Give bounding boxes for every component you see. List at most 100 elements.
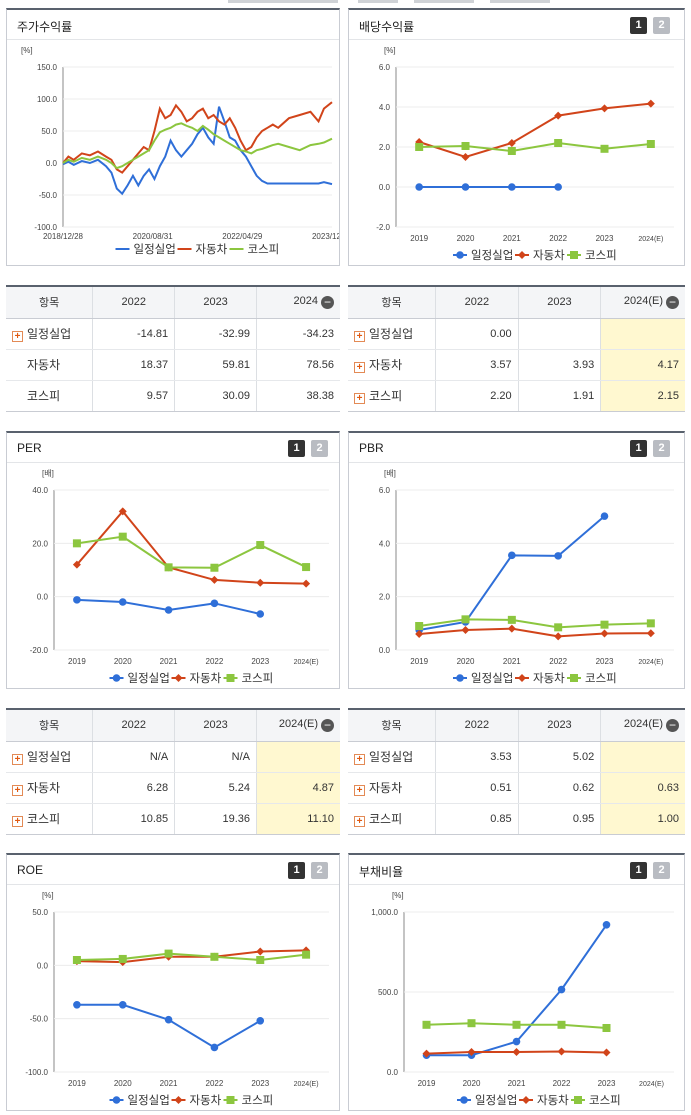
page-2-button[interactable]: 2 xyxy=(653,440,670,457)
column-header: 항목 xyxy=(6,287,93,319)
data-point xyxy=(507,624,516,633)
panel-header: 부채비율 1 2 xyxy=(349,855,684,885)
table-row: 코스피 9.57 30.09 38.38 xyxy=(6,380,340,411)
column-header-label: 2022 xyxy=(464,719,490,732)
x-tick-label: 2021 xyxy=(160,657,178,666)
panel-header: 배당수익률 1 2 xyxy=(349,10,684,40)
expand-plus-icon[interactable]: + xyxy=(12,754,23,765)
panel-header: PER 1 2 xyxy=(7,433,339,463)
legend-item: 일정실업 xyxy=(453,671,513,685)
collapse-icon[interactable]: − xyxy=(321,296,334,310)
column-header: 2024− xyxy=(255,287,340,319)
x-tick-label: 2019 xyxy=(68,657,86,666)
value-cell: 3.53 xyxy=(435,741,519,773)
data-point xyxy=(72,560,81,569)
y-tick-label: 4.0 xyxy=(379,103,391,112)
data-point xyxy=(226,1096,235,1104)
x-tick-label: 2023 xyxy=(596,657,614,666)
legend-label: 일정실업 xyxy=(471,671,513,685)
legend-item: 코스피 xyxy=(229,243,280,256)
x-tick-label: 2022 xyxy=(549,657,567,666)
expand-plus-icon[interactable]: + xyxy=(12,785,23,796)
expand-plus-icon[interactable]: + xyxy=(12,331,23,342)
x-tick-label: 2024(E) xyxy=(638,659,663,666)
page-2-button[interactable]: 2 xyxy=(653,17,670,34)
expand-plus-icon[interactable]: + xyxy=(354,393,365,405)
y-tick-label: 2.0 xyxy=(379,143,391,152)
column-header-label: 2024(E) xyxy=(623,718,663,731)
x-tick-label: 2024(E) xyxy=(294,1081,319,1088)
data-point xyxy=(554,183,562,191)
series-1 xyxy=(72,946,311,967)
row-label: 일정실업 xyxy=(27,327,72,341)
series-line xyxy=(419,627,651,638)
column-header: 2023 xyxy=(174,287,257,319)
expand-plus-icon[interactable]: + xyxy=(354,362,365,373)
x-tick-label: 2020 xyxy=(114,1079,132,1088)
page-1-button[interactable]: 1 xyxy=(288,440,305,457)
data-point xyxy=(302,946,311,955)
series-2 xyxy=(72,532,311,572)
data-point xyxy=(174,674,183,682)
row-label-cell: + 자동차 xyxy=(348,349,436,381)
expand-plus-icon[interactable]: + xyxy=(354,754,365,765)
x-tick-label: 2021 xyxy=(503,234,521,243)
legend-label: 코스피 xyxy=(585,249,617,262)
page-1-button[interactable]: 1 xyxy=(630,440,647,457)
data-point xyxy=(646,629,655,638)
series-line xyxy=(76,952,307,962)
y-tick-label: 20.0 xyxy=(32,539,48,548)
roe-panel: ROE 1 2 [%] 50.0 0.0 -50.0 -100.0 2019 2020 202… xyxy=(6,853,340,1111)
table-header-row: 항목 2022 2023 2024(E) − xyxy=(348,710,685,742)
x-tick-label: 2020/08/31 xyxy=(133,232,174,241)
page-1-button[interactable]: 1 xyxy=(288,862,305,879)
data-point xyxy=(512,1020,521,1029)
collapse-icon[interactable]: − xyxy=(666,296,679,310)
collapse-icon[interactable]: − xyxy=(666,719,679,733)
data-point xyxy=(460,1096,468,1104)
value-cell: 59.81 xyxy=(174,349,257,381)
page-2-button[interactable]: 2 xyxy=(653,862,670,879)
y-tick-label: 0.0 xyxy=(46,159,58,168)
column-header: 2022 xyxy=(92,287,175,319)
series-0 xyxy=(73,1001,265,1052)
y-tick-label: 2.0 xyxy=(379,593,391,602)
row-label-cell: + 자동차 xyxy=(6,772,93,804)
column-header-label: 2023 xyxy=(203,719,228,732)
y-tick-label: -100.0 xyxy=(34,223,57,232)
data-point xyxy=(256,578,265,587)
page-2-button[interactable]: 2 xyxy=(311,862,328,879)
y-tick-label: 100.0 xyxy=(37,95,58,104)
value-cell: 9.57 xyxy=(92,380,175,411)
legend-label: 자동차 xyxy=(196,243,228,256)
expand-plus-icon[interactable]: + xyxy=(12,816,23,828)
x-tick-label: 2023 xyxy=(596,234,614,243)
table-row: + 일정실업 N/A N/A xyxy=(6,741,340,773)
data-point xyxy=(646,140,655,148)
unit-label: [%] xyxy=(384,46,396,55)
data-point xyxy=(118,532,127,541)
collapse-icon[interactable]: − xyxy=(321,719,334,733)
data-point xyxy=(554,139,563,147)
table-header-row: 항목 2022 2023 2024− xyxy=(6,287,340,319)
data-point xyxy=(118,507,127,516)
expand-plus-icon[interactable]: + xyxy=(354,816,365,828)
page-2-button[interactable]: 2 xyxy=(311,440,328,457)
column-header: 2023 xyxy=(174,710,257,742)
series-line xyxy=(419,618,651,629)
data-point xyxy=(570,674,578,682)
data-point xyxy=(210,575,219,584)
value-cell: N/A xyxy=(92,741,175,773)
page-1-button[interactable]: 1 xyxy=(630,862,647,879)
expand-plus-icon[interactable]: + xyxy=(354,785,365,796)
data-point xyxy=(557,1047,566,1056)
legend-label: 코스피 xyxy=(248,243,280,256)
x-tick-label: 2020 xyxy=(463,1079,481,1088)
expand-plus-icon[interactable]: + xyxy=(354,331,365,342)
column-header: 2023 xyxy=(517,710,601,742)
x-tick-label: 2019 xyxy=(418,1079,436,1088)
column-header: 2024(E) − xyxy=(600,287,685,319)
series-line xyxy=(62,106,333,196)
legend-item: 자동차 xyxy=(171,1094,222,1107)
page-1-button[interactable]: 1 xyxy=(630,17,647,34)
